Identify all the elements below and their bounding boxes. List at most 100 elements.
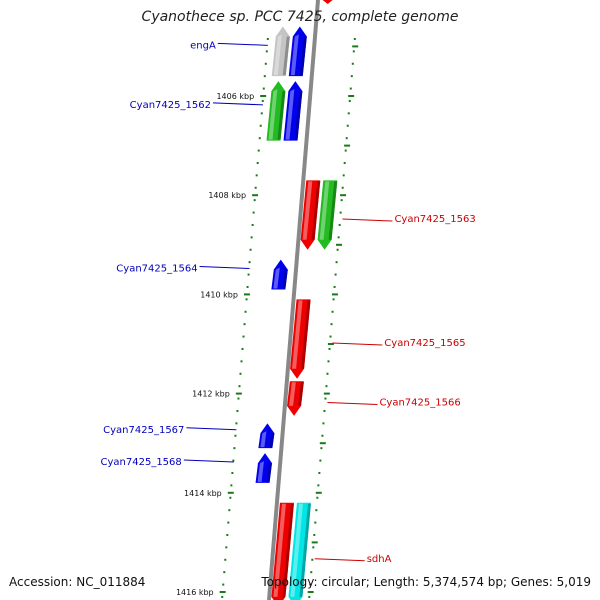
scale-dot <box>332 298 335 301</box>
scale-dot <box>237 397 240 400</box>
kbp-tick-label: 1406 kbp <box>216 92 254 101</box>
gene-arrow[interactable] <box>300 180 321 250</box>
scale-dot <box>225 546 228 549</box>
gene-arrow[interactable] <box>288 26 307 77</box>
scale-dot <box>263 75 266 78</box>
scale-dot <box>353 37 356 40</box>
scale-dot <box>347 112 350 115</box>
gene-label[interactable]: Cyan7425_1565 <box>384 338 465 349</box>
scale-dot <box>250 236 253 239</box>
gene-label-leader <box>314 558 365 562</box>
scale-dot <box>242 335 245 338</box>
scale-dot <box>240 360 243 363</box>
scale-dot <box>254 186 257 189</box>
gene-arrow[interactable] <box>317 180 338 250</box>
scale-dot <box>351 62 354 65</box>
kbp-tick-mark <box>252 194 259 197</box>
scale-dot <box>339 211 342 214</box>
gene-label[interactable]: Cyan7425_1563 <box>394 214 475 225</box>
scale-dot <box>321 434 324 437</box>
kbp-ticks: 1406 kbp 1408 kbp 1410 kbp 1412 kbp 1414 kbp… <box>176 45 359 597</box>
scale-dot <box>344 149 347 152</box>
gene-arrow[interactable] <box>271 502 294 600</box>
half-tick-mark <box>323 392 330 395</box>
scale-dot <box>308 595 311 598</box>
half-tick-mark <box>348 95 355 97</box>
scale-dot <box>239 372 242 375</box>
gene-arrow[interactable] <box>321 0 336 4</box>
gene-label[interactable]: Cyan7425_1566 <box>379 398 460 409</box>
gene-label[interactable]: Cyan7425_1568 <box>101 457 182 468</box>
kbp-tick-mark <box>227 491 234 494</box>
gene-arrow[interactable] <box>271 259 288 290</box>
scale-dot <box>319 459 322 462</box>
scale-dot <box>330 323 333 326</box>
scale-dot <box>229 496 232 499</box>
half-tick-mark <box>319 442 326 445</box>
half-tick-mark <box>340 194 347 197</box>
gene-arrow[interactable] <box>266 81 286 141</box>
scale-dot <box>247 273 250 276</box>
gene-label[interactable]: sdhA <box>367 554 392 565</box>
gene-arrow[interactable] <box>271 26 290 77</box>
scale-dot <box>315 509 318 512</box>
scale-dot <box>231 471 234 474</box>
scale-dot <box>245 298 248 301</box>
gene-label[interactable]: Cyan7425_1562 <box>130 100 211 111</box>
half-tick-mark <box>344 144 351 147</box>
half-tick-mark <box>352 45 359 48</box>
scale-dot <box>224 558 227 561</box>
gene-label-leader <box>332 342 383 346</box>
scale-dot <box>326 372 329 375</box>
gene-arrow[interactable] <box>287 381 304 416</box>
gene-features <box>255 0 338 600</box>
gene-arrow[interactable] <box>283 81 303 141</box>
kbp-tick-mark <box>243 293 250 296</box>
scale-dot <box>318 471 321 474</box>
scale-dot <box>327 360 330 363</box>
scale-dot <box>334 273 337 276</box>
kbp-tick-mark <box>219 591 226 593</box>
gene-label[interactable]: Cyan7425_1564 <box>116 264 197 275</box>
scale-dot <box>314 521 317 524</box>
topology-text: Topology: circular; Length: 5,374,574 bp… <box>261 575 591 589</box>
gene-arrow[interactable] <box>258 423 275 449</box>
scale-dot <box>259 124 262 127</box>
gene-label-leader <box>186 427 237 431</box>
scale-dot <box>310 571 313 574</box>
scale-dot <box>238 385 241 388</box>
kbp-tick-label: 1414 kbp <box>184 489 222 498</box>
scale-dot <box>262 87 265 90</box>
scale-dot <box>260 112 263 115</box>
scale-dot <box>352 50 355 53</box>
gene-label[interactable]: Cyan7425_1567 <box>103 425 184 436</box>
gene-label-leader <box>212 102 263 106</box>
scale-dot <box>340 199 343 202</box>
scale-dot <box>349 87 352 90</box>
scale-dot <box>252 211 255 214</box>
scale-dot <box>328 347 331 350</box>
scale-dot <box>324 397 327 400</box>
kbp-tick-label: 1408 kbp <box>208 191 246 200</box>
scale-dot <box>253 199 256 202</box>
gene-arrow[interactable] <box>288 502 311 600</box>
scale-dot <box>341 186 344 189</box>
gene-label[interactable]: engA <box>190 40 216 51</box>
gene-arrow[interactable] <box>290 299 311 379</box>
scale-dot <box>317 484 320 487</box>
half-tick-mark <box>315 491 322 494</box>
scale-dot <box>246 285 249 288</box>
gene-label-leader <box>217 42 268 46</box>
half-tick-mark <box>327 343 334 345</box>
scale-dot <box>257 149 260 152</box>
scale-dot <box>313 533 316 536</box>
scale-dot <box>258 137 261 140</box>
scale-dot <box>230 484 233 487</box>
scale-dot <box>309 583 312 586</box>
kbp-tick-label: 1416 kbp <box>176 588 214 597</box>
gene-label-leader <box>183 459 234 463</box>
gene-arrow[interactable] <box>255 453 272 483</box>
kbp-tick-label: 1410 kbp <box>200 290 238 299</box>
scale-dot <box>336 248 339 251</box>
